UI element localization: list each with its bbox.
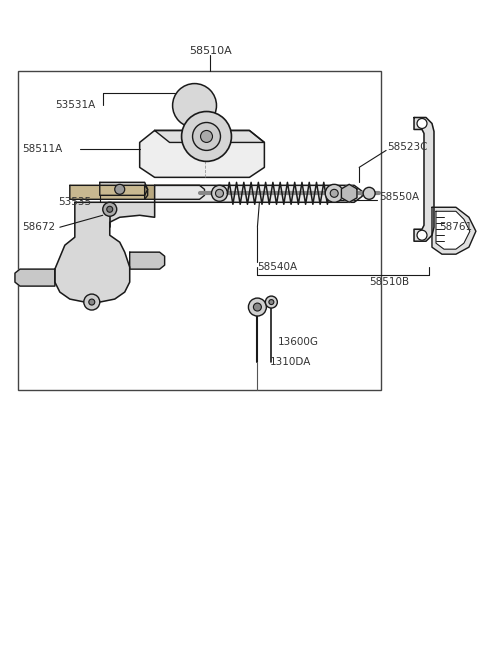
Circle shape — [249, 298, 266, 316]
Polygon shape — [100, 183, 148, 195]
Polygon shape — [55, 202, 155, 302]
Text: 58511A: 58511A — [22, 145, 62, 154]
Circle shape — [84, 294, 100, 310]
Circle shape — [115, 185, 125, 194]
Text: 58523C: 58523C — [387, 143, 428, 152]
Circle shape — [253, 303, 262, 311]
Circle shape — [201, 131, 213, 143]
Polygon shape — [436, 212, 470, 249]
Text: 53535: 53535 — [58, 197, 91, 208]
Circle shape — [103, 202, 117, 216]
Polygon shape — [155, 131, 264, 143]
Circle shape — [89, 299, 95, 305]
Polygon shape — [70, 185, 148, 199]
Circle shape — [173, 83, 216, 127]
Polygon shape — [341, 185, 357, 202]
Text: 58510B: 58510B — [369, 277, 409, 287]
Circle shape — [265, 296, 277, 308]
Circle shape — [363, 187, 375, 199]
Text: 13600G: 13600G — [277, 337, 318, 347]
Circle shape — [181, 112, 231, 162]
Circle shape — [216, 189, 224, 197]
Polygon shape — [155, 185, 362, 202]
Text: 58550A: 58550A — [379, 193, 419, 202]
Polygon shape — [432, 208, 476, 254]
Text: 58672: 58672 — [22, 222, 55, 232]
Text: 58761: 58761 — [439, 222, 472, 232]
Circle shape — [212, 185, 228, 201]
Circle shape — [417, 118, 427, 129]
Text: 58510A: 58510A — [190, 45, 232, 56]
Text: 53531A: 53531A — [55, 99, 95, 110]
Polygon shape — [414, 118, 434, 241]
Circle shape — [417, 230, 427, 240]
Circle shape — [192, 122, 220, 150]
Bar — [18, 70, 381, 390]
Text: 1310DA: 1310DA — [269, 357, 311, 367]
Text: 58540A: 58540A — [257, 262, 298, 272]
Circle shape — [269, 300, 274, 305]
Polygon shape — [140, 131, 264, 177]
Polygon shape — [130, 252, 165, 269]
Polygon shape — [15, 269, 55, 286]
Circle shape — [107, 206, 113, 212]
Polygon shape — [144, 185, 204, 199]
Circle shape — [325, 185, 343, 202]
Circle shape — [330, 189, 338, 197]
